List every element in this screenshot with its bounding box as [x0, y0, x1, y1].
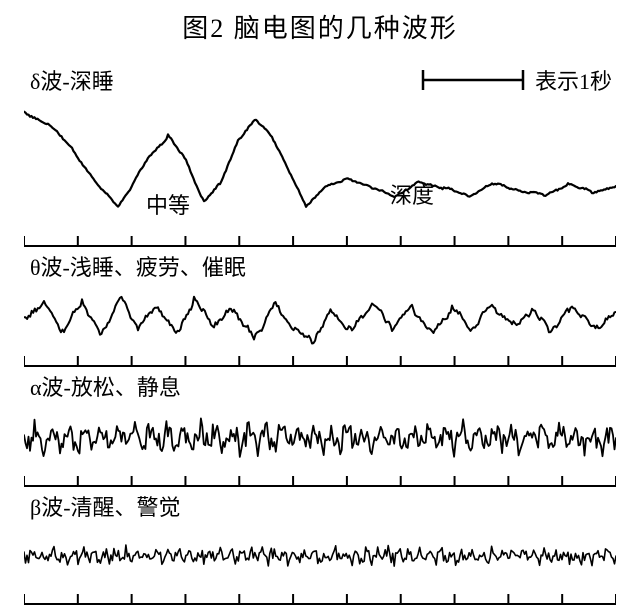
- eeg-figure: 图2 脑电图的几种波形 表示1秒 δ波-深睡中等深度θ波-浅睡、疲劳、催眠α波-…: [0, 0, 640, 608]
- panel-alpha: α波-放松、静息: [24, 368, 616, 488]
- panel-sublabel-delta-0: 中等: [146, 188, 190, 220]
- panel-label-alpha: α波-放松、静息: [30, 370, 181, 402]
- figure-title: 图2 脑电图的几种波形: [0, 0, 640, 45]
- panel-label-beta: β波-清醒、警觉: [30, 490, 181, 522]
- panel-label-theta: θ波-浅睡、疲劳、催眠: [30, 250, 246, 282]
- panel-delta: δ波-深睡中等 深度: [24, 58, 616, 248]
- panel-stack: δ波-深睡中等 深度 θ波-浅睡、疲劳、催眠 α波-放松、静息 β波-清醒、警觉: [24, 58, 616, 606]
- panel-beta: β波-清醒、警觉: [24, 488, 616, 606]
- panel-sublabel-delta-1: 深度: [390, 178, 434, 210]
- panel-theta: θ波-浅睡、疲劳、催眠: [24, 248, 616, 368]
- panel-label-delta: δ波-深睡: [30, 64, 114, 96]
